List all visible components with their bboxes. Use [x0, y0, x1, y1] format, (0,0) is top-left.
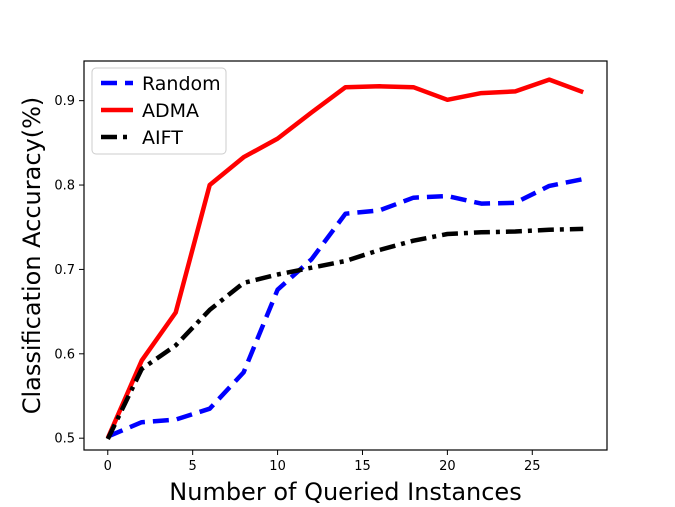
x-tick-label: 5 — [189, 459, 197, 474]
series-line-adma — [105, 77, 584, 440]
x-tick-label: 10 — [269, 459, 286, 474]
y-tick-label: 0.8 — [54, 179, 75, 194]
legend-label-random: Random — [142, 73, 221, 95]
series-line-random — [106, 176, 584, 439]
x-axis-label: Number of Queried Instances — [169, 478, 521, 506]
x-tick-label: 25 — [524, 459, 541, 474]
x-tick-label: 15 — [354, 459, 371, 474]
y-tick-label: 0.5 — [54, 432, 75, 447]
legend-label-aift: AIFT — [142, 127, 183, 149]
x-tick-label: 0 — [104, 459, 112, 474]
y-tick-label: 0.7 — [54, 263, 75, 278]
series-line-aift — [105, 226, 584, 440]
legend: Random ADMA AIFT — [91, 67, 227, 155]
legend-label-adma: ADMA — [142, 100, 199, 122]
y-tick-label: 0.6 — [54, 347, 75, 362]
axes-frame — [83, 60, 608, 451]
y-tick-label: 0.9 — [54, 94, 75, 109]
axis-ticks: 0 5 10 15 20 25 0.5 0.6 0.7 0.8 0.9 — [54, 94, 540, 474]
legend-box — [91, 67, 227, 155]
x-tick-label: 20 — [439, 459, 456, 474]
y-axis-label: Classification Accuracy(%) — [18, 97, 46, 415]
plot-area — [105, 77, 584, 440]
